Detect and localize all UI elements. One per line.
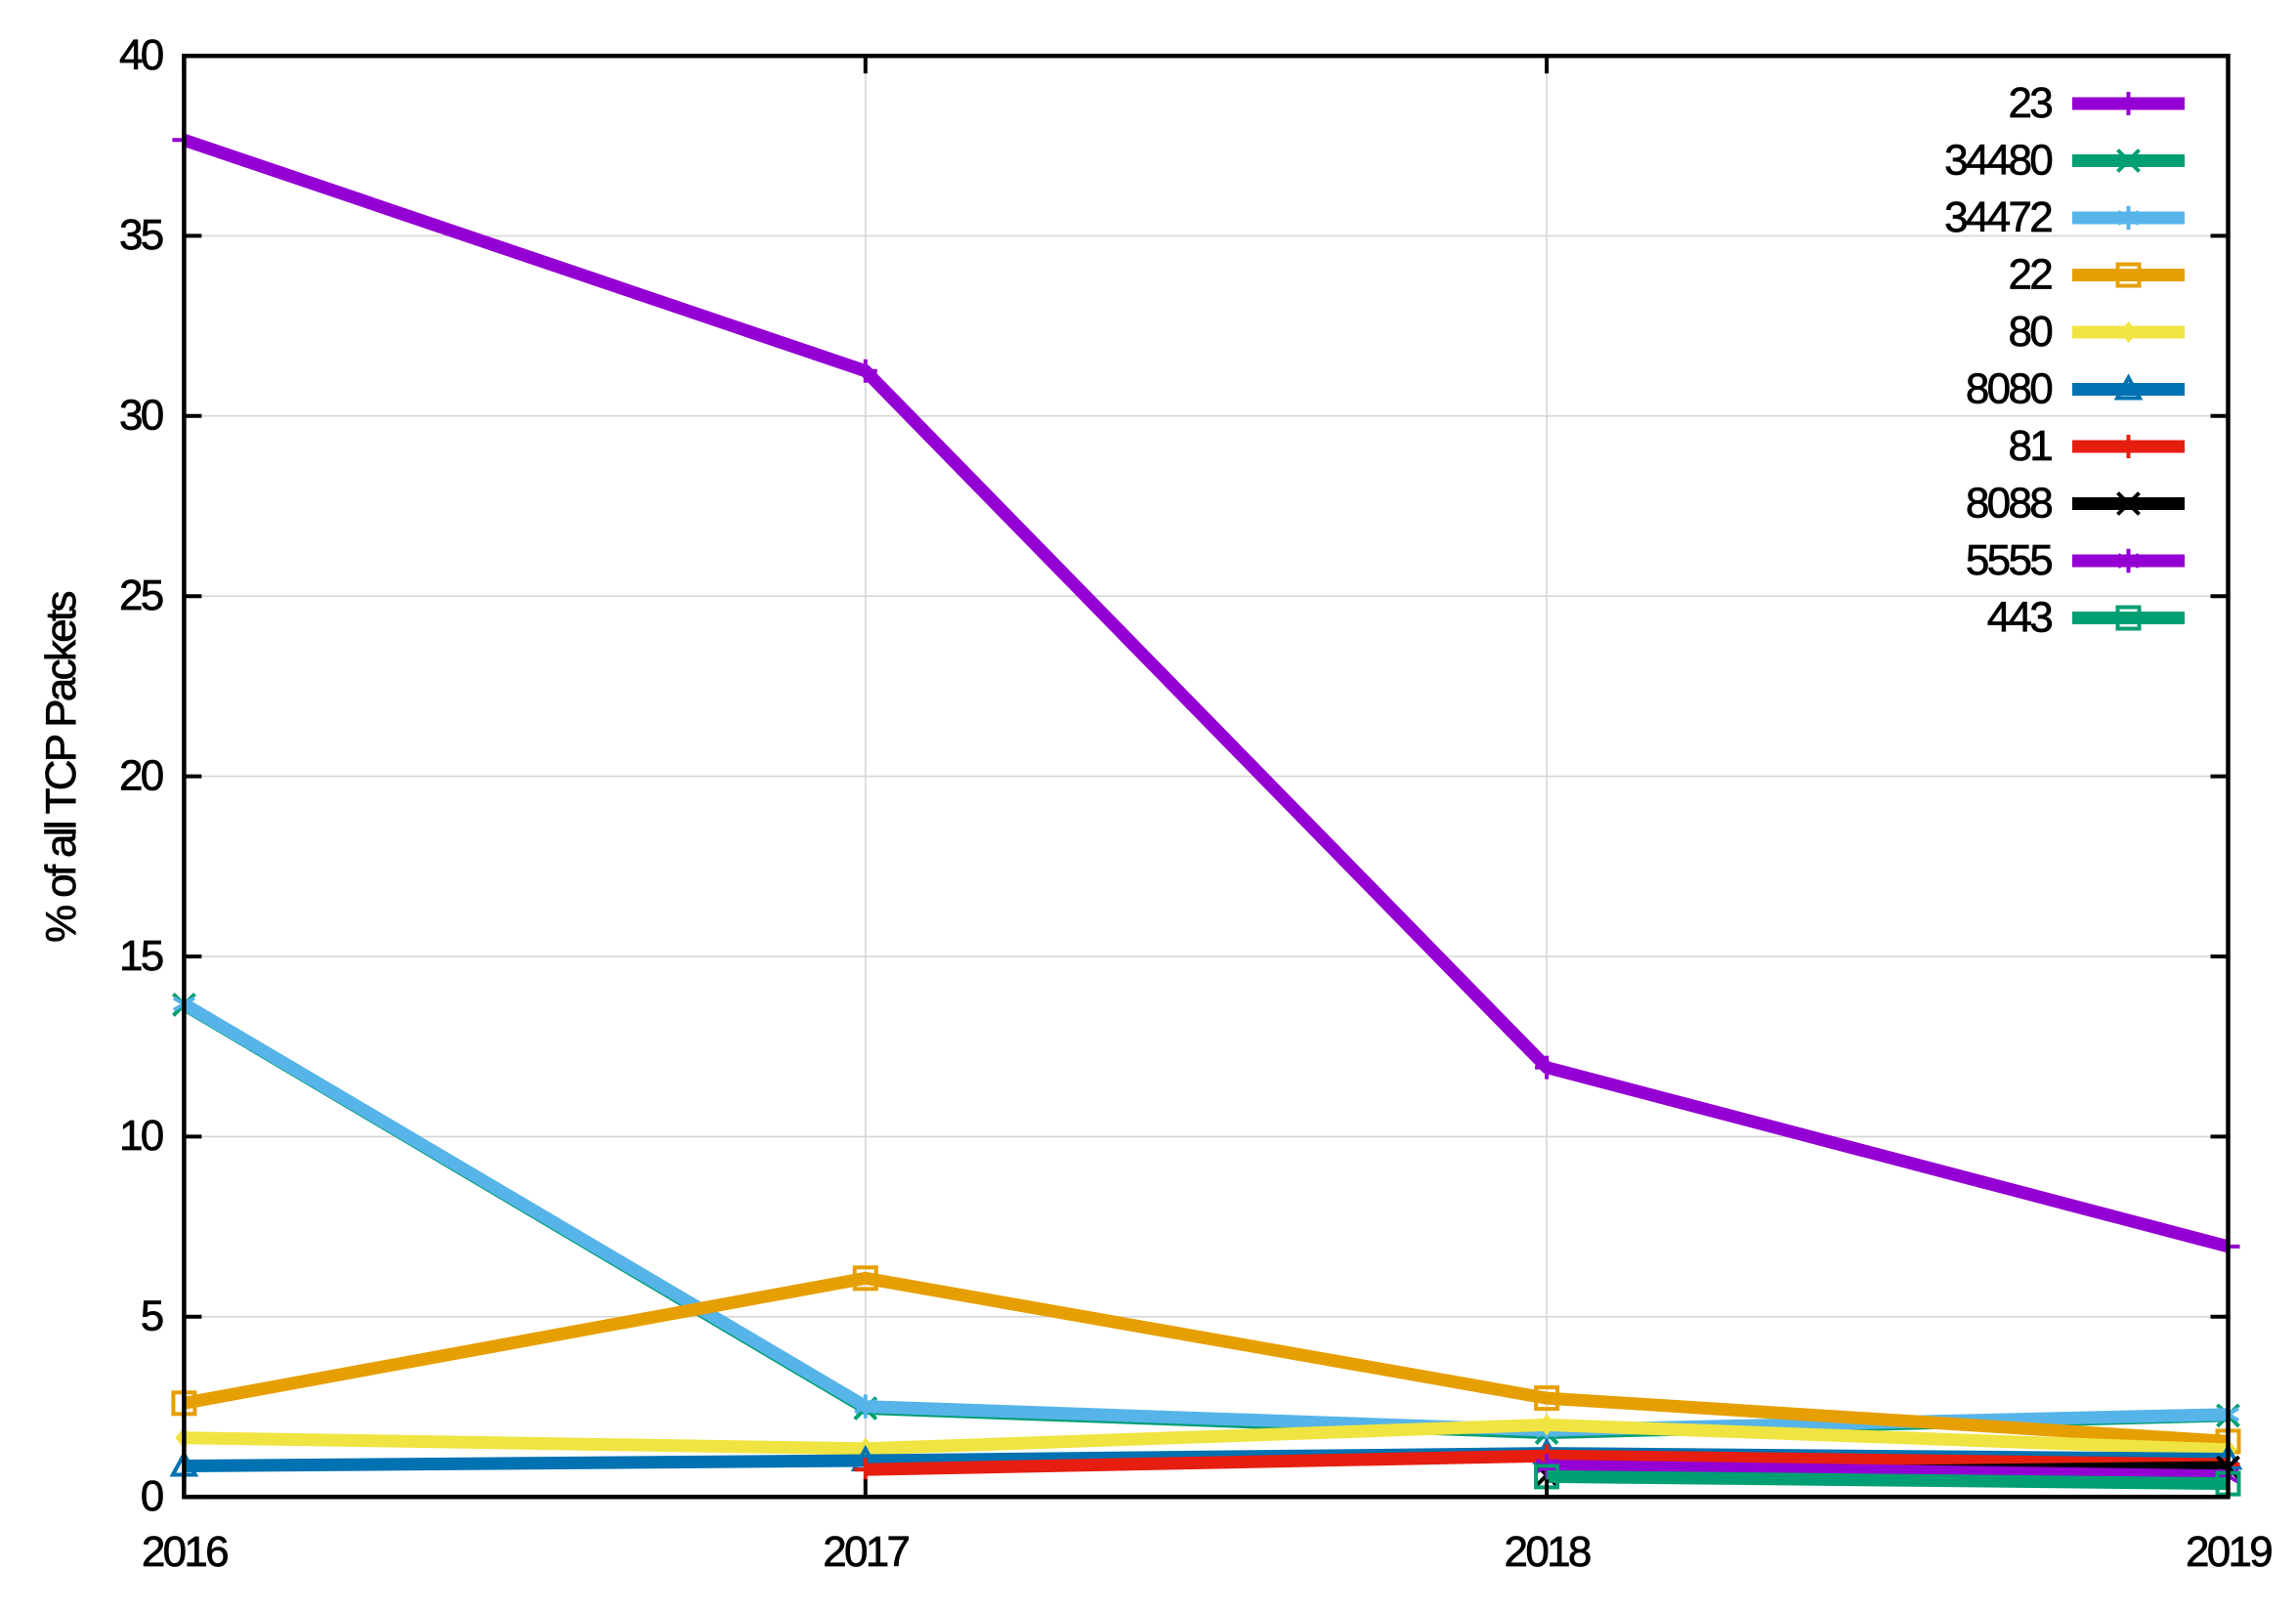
svg-text:81: 81 [2008, 422, 2052, 470]
svg-text:5555: 5555 [1966, 536, 2052, 584]
svg-text:40: 40 [119, 31, 163, 79]
svg-text:34472: 34472 [1944, 193, 2052, 241]
svg-text:2019: 2019 [2186, 1528, 2272, 1576]
svg-text:80: 80 [2008, 308, 2052, 356]
svg-text:10: 10 [119, 1112, 163, 1160]
svg-text:5: 5 [141, 1293, 163, 1340]
svg-text:443: 443 [1987, 593, 2053, 641]
svg-text:15: 15 [119, 932, 163, 980]
svg-text:34480: 34480 [1944, 136, 2052, 184]
svg-text:2018: 2018 [1505, 1528, 1591, 1576]
svg-text:35: 35 [119, 211, 163, 259]
svg-text:20: 20 [119, 751, 163, 799]
svg-text:22: 22 [2008, 250, 2052, 298]
svg-text:8088: 8088 [1966, 479, 2052, 527]
svg-text:% of all TCP Packets: % of all TCP Packets [37, 591, 85, 942]
svg-text:23: 23 [2008, 79, 2052, 127]
svg-text:2016: 2016 [142, 1528, 228, 1576]
svg-text:30: 30 [119, 392, 163, 440]
svg-text:0: 0 [141, 1472, 163, 1520]
svg-text:25: 25 [119, 572, 163, 619]
svg-text:8080: 8080 [1966, 364, 2052, 412]
svg-text:2017: 2017 [823, 1528, 909, 1576]
